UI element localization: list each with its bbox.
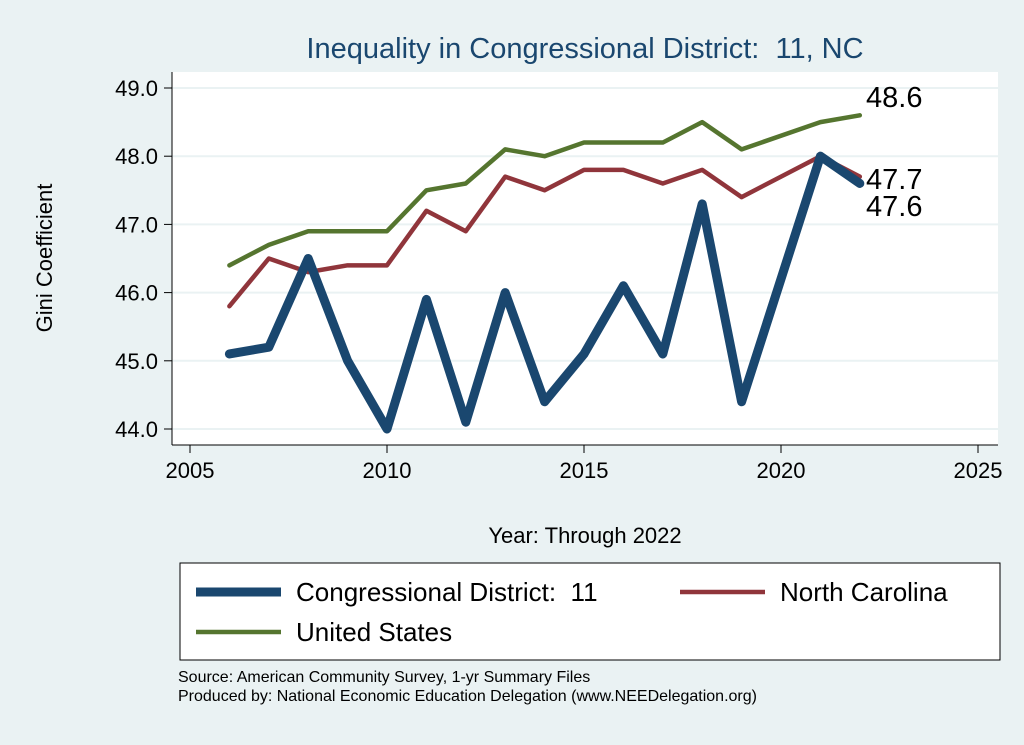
y-tick-label: 46.0 xyxy=(115,281,158,306)
y-tick-label: 48.0 xyxy=(115,144,158,169)
end-label-1: 47.7 xyxy=(866,164,922,196)
x-tick-label: 2020 xyxy=(757,458,806,483)
legend-label-0: Congressional District: 11 xyxy=(296,577,598,607)
x-tick-label: 2005 xyxy=(166,458,215,483)
chart-title: Inequality in Congressional District: 11… xyxy=(306,33,863,65)
series-line-0 xyxy=(224,151,865,434)
y-tick-label: 47.0 xyxy=(115,212,158,237)
source-note: Source: American Community Survey, 1-yr … xyxy=(178,669,591,686)
x-tick-label: 2025 xyxy=(954,458,1003,483)
legend-label-2: United States xyxy=(296,617,452,647)
plot-area xyxy=(172,72,998,445)
legend xyxy=(179,562,1001,661)
x-tick-label: 2010 xyxy=(363,458,412,483)
end-label-0: 47.6 xyxy=(866,191,922,223)
series-line-1 xyxy=(227,153,863,309)
y-tick-label: 45.0 xyxy=(115,349,158,374)
y-tick-label: 44.0 xyxy=(115,417,158,442)
x-tick-label: 2015 xyxy=(560,458,609,483)
end-label-2: 48.6 xyxy=(866,82,922,114)
producer-note: Produced by: National Economic Education… xyxy=(178,688,757,705)
x-axis-label: Year: Through 2022 xyxy=(488,523,681,548)
y-axis-label: Gini Coefficient xyxy=(32,184,57,333)
y-tick-label: 49.0 xyxy=(115,76,158,101)
series-line-2 xyxy=(227,113,863,268)
legend-label-1: North Carolina xyxy=(780,577,948,607)
